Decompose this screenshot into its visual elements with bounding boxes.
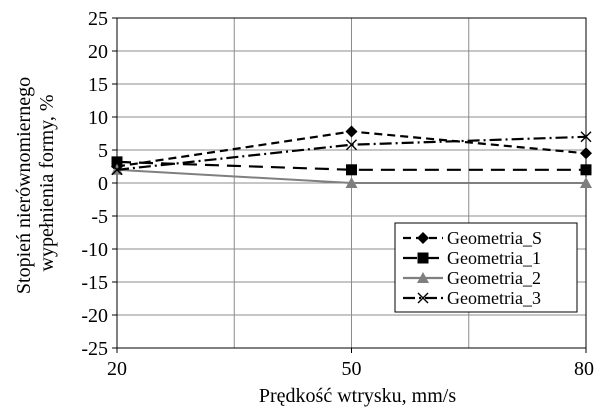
data-point (111, 164, 123, 176)
legend-marker (417, 292, 429, 304)
y-tick-label: -15 (81, 272, 108, 294)
legend-item-Geometria_S: Geometria_S (403, 228, 542, 248)
y-tick-label: 5 (98, 140, 108, 162)
x-tick-label: 20 (107, 358, 127, 380)
y-axis-label-line-2: wypełnienia formy, % (36, 95, 58, 272)
legend-marker (417, 232, 429, 244)
legend: Geometria_SGeometria_1Geometria_2Geometr… (394, 222, 578, 313)
legend-marker (417, 272, 429, 283)
data-point (346, 164, 357, 176)
data-point (580, 164, 592, 176)
x-tick-label: 50 (342, 358, 362, 380)
y-axis-label: Stopień nierównomiernego wypełnienia for… (13, 72, 58, 294)
y-tick-label: 10 (88, 107, 108, 129)
data-point (345, 125, 358, 138)
y-tick-label: -25 (81, 338, 108, 360)
y-tick-label: -20 (81, 305, 108, 327)
x-axis-label: Prędkość wtrysku, mm/s (259, 385, 456, 407)
data-point (346, 139, 357, 151)
y-tick-label: -5 (91, 206, 108, 228)
data-point (111, 156, 123, 168)
series-Geometria_3 (111, 131, 592, 176)
series-group (111, 125, 592, 188)
y-tick-label: -10 (81, 239, 108, 261)
y-axis-ticks: 25 20 15 10 5 0 -5 -10 -15 -20 -25 (81, 8, 117, 360)
x-axis-ticks: 20 50 80 (107, 348, 594, 380)
y-tick-label: 20 (88, 41, 108, 63)
legend-label: Geometria_3 (447, 288, 541, 308)
legend-label: Geometria_1 (447, 248, 541, 268)
series-line (116, 160, 586, 171)
y-tick-label: 0 (98, 173, 108, 195)
data-point (580, 147, 592, 160)
legend-label: Geometria_S (447, 228, 542, 248)
legend-item-Geometria_2: Geometria_2 (403, 268, 541, 288)
legend-label: Geometria_2 (447, 268, 541, 288)
y-axis-label-line-1: Stopień nierównomiernego (13, 77, 35, 294)
x-tick-label: 80 (574, 358, 594, 380)
y-tick-label: 15 (88, 74, 108, 96)
legend-item-Geometria_3: Geometria_3 (403, 288, 541, 308)
legend-marker (417, 252, 429, 264)
data-point (580, 177, 592, 188)
y-tick-label: 25 (88, 8, 108, 30)
data-point (345, 177, 358, 188)
data-point (580, 131, 592, 143)
legend-item-Geometria_1: Geometria_1 (403, 248, 541, 268)
series-Geometria_1 (111, 156, 592, 176)
